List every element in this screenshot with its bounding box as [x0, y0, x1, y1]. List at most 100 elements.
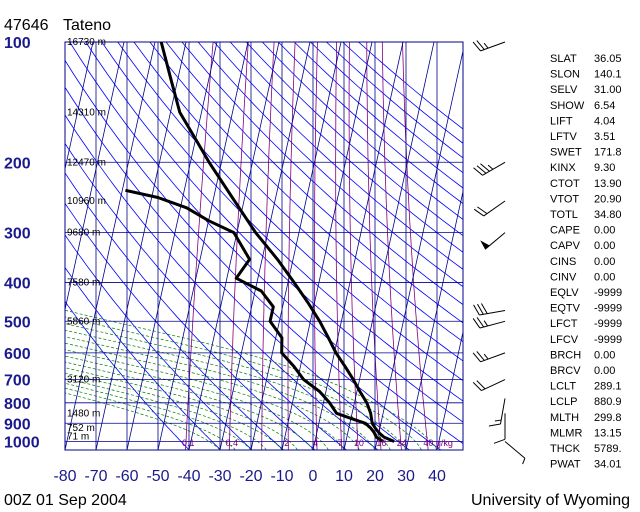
index-label: EQLV: [550, 287, 579, 299]
height-label: 9680 m: [67, 228, 100, 239]
wind-barb: [472, 317, 506, 329]
mixing-ratio-label: 40 g/kg: [423, 438, 453, 448]
index-value: 3.51: [594, 131, 615, 143]
moist-adiabat-line: [65, 387, 236, 450]
index-value: 0.00: [594, 225, 615, 237]
moist-adiabat-line: [65, 336, 376, 450]
index-value: -9999: [594, 287, 622, 299]
height-label: 1480 m: [67, 408, 100, 419]
temperature-tick-label: 10: [335, 468, 353, 485]
index-value: 34.80: [594, 209, 622, 221]
index-value: 299.8: [594, 412, 622, 424]
temperature-tick-label: -70: [84, 468, 107, 485]
temperature-tick-label: -40: [177, 468, 200, 485]
pressure-tick-label: 700: [4, 373, 31, 390]
index-value: 31.00: [594, 84, 622, 96]
station-name: Tateno: [63, 17, 111, 34]
pressure-tick-label: 100: [4, 35, 31, 52]
mixing-ratio-line: [366, 42, 382, 450]
mixing-ratio-label: 4: [313, 438, 318, 448]
pressure-tick-label: 500: [4, 314, 31, 331]
mixing-ratio-label: 7: [337, 438, 342, 448]
isotherm-line: [65, 42, 156, 450]
isotherm-line: [343, 42, 435, 450]
isotherm-line: [312, 42, 404, 450]
mixing-ratio-label: 2: [284, 438, 289, 448]
height-label: 5860 m: [67, 316, 100, 327]
index-label: PWAT: [550, 459, 581, 471]
mixing-ratio-label: 24: [397, 438, 407, 448]
wind-barb: [488, 398, 506, 427]
temperature-tick-label: -10: [270, 468, 293, 485]
dry-adiabat-line: [85, 42, 463, 423]
index-label: MLTH: [550, 412, 579, 424]
isotherm-line: [65, 42, 94, 171]
index-value: 6.54: [594, 100, 615, 112]
index-label: SELV: [550, 84, 578, 96]
pressure-tick-label: 200: [4, 155, 31, 172]
wind-barb: [472, 40, 506, 52]
index-value: 9.30: [594, 162, 615, 174]
mixing-ratio-label: 10: [354, 438, 364, 448]
moist-adiabat-line: [65, 355, 329, 450]
pressure-tick-label: 300: [4, 226, 31, 243]
wind-barb: [473, 303, 506, 316]
index-label: BRCH: [550, 349, 581, 361]
temperature-tick-label: -50: [146, 468, 169, 485]
dry-adiabat-line: [213, 42, 463, 270]
mixing-ratio-line: [314, 42, 318, 450]
index-label: LIFT: [550, 115, 573, 127]
moist-adiabat-line: [65, 342, 360, 450]
wind-barb: [504, 441, 526, 465]
wind-barb: [473, 161, 506, 176]
height-label: 12470 m: [67, 157, 106, 168]
sounding-profiles: [125, 42, 395, 443]
index-label: LCLP: [550, 396, 578, 408]
index-value: -9999: [594, 318, 622, 330]
dry-adiabat-line: [65, 172, 316, 450]
pressure-tick-label: 900: [4, 416, 31, 433]
wind-barbs: [472, 40, 526, 465]
temperature-tick-label: -60: [115, 468, 138, 485]
index-value: 0.00: [594, 256, 615, 268]
mixing-ratio-line: [287, 42, 296, 450]
isotherm-line: [157, 42, 249, 450]
dry-adiabat-line: [65, 266, 221, 450]
isotherm-line: [436, 330, 463, 450]
index-value: 20.90: [594, 193, 622, 205]
data-source: University of Wyoming: [471, 492, 630, 509]
plot-grid: [64, 41, 464, 451]
index-label: EQTV: [550, 303, 581, 315]
index-label: LFCT: [550, 318, 578, 330]
dry-adiabat-line: [65, 202, 284, 450]
height-label: 71 m: [67, 432, 89, 443]
wind-barb: [493, 413, 506, 444]
dry-adiabat-line: [117, 42, 463, 382]
index-value: 13.15: [594, 427, 622, 439]
index-value: 13.90: [594, 178, 622, 190]
mixing-ratio-label: 0.4: [226, 438, 239, 448]
mixing-ratio-line: [185, 42, 214, 450]
moist-adiabat-line: [65, 367, 298, 450]
index-value: 0.00: [594, 349, 615, 361]
stability-indices: SLAT 36.05 SLON 140.1 SELV 31.00 SHOW 6.54 LIFT 4…: [550, 53, 622, 471]
plot-frame: [64, 41, 464, 451]
dry-adiabat-line: [197, 42, 463, 288]
isotherm-line: [250, 42, 342, 450]
dry-adiabat-line: [326, 42, 463, 159]
index-label: CTOT: [550, 178, 580, 190]
index-value: 4.04: [594, 115, 615, 127]
height-label: 10960 m: [67, 196, 106, 207]
height-label: 7580 m: [67, 278, 100, 289]
wind-barb: [480, 232, 506, 250]
index-label: SHOW: [550, 100, 585, 112]
index-value: -9999: [594, 303, 622, 315]
index-label: LFTV: [550, 131, 578, 143]
index-label: VTOT: [550, 193, 579, 205]
isotherm-line: [374, 49, 463, 450]
sounding-time: 00Z 01 Sep 2004: [4, 492, 127, 509]
index-label: MLMR: [550, 427, 582, 439]
isotherm-line: [65, 42, 125, 312]
wind-barb: [472, 351, 506, 363]
